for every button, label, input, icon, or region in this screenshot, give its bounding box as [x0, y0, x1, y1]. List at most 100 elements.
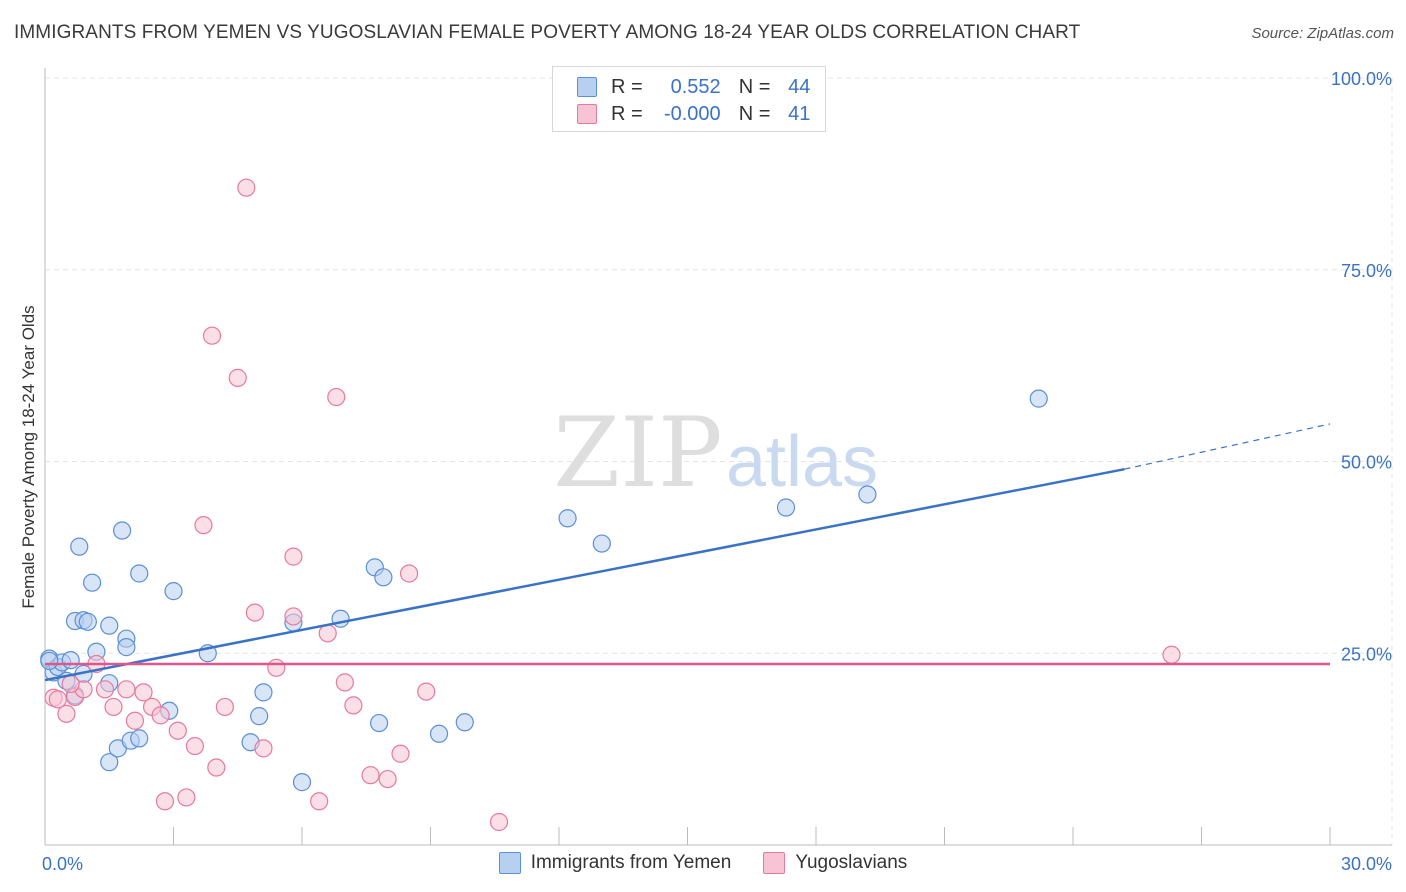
point-yugoslavians-39 — [1162, 645, 1181, 664]
source-label: Source: ZipAtlas.com — [1251, 25, 1394, 42]
legend-label-yugoslavians: Yugoslavians — [795, 852, 908, 873]
watermark: ZIP atlas — [553, 397, 878, 509]
legend-swatch-yugoslavians — [577, 104, 597, 124]
point-yugoslavians-27 — [284, 547, 303, 566]
point-yugoslavians-15 — [177, 788, 196, 807]
legend-r-value: 0.552 — [670, 75, 721, 98]
point-yugoslavians-23 — [245, 603, 264, 622]
point-yemen-34 — [370, 713, 389, 733]
y-axis-label: Female Poverty Among 18-24 Year Olds — [19, 305, 38, 608]
point-yugoslavians-16 — [185, 736, 205, 756]
point-yugoslavians-31 — [335, 673, 354, 692]
y-tick-label-75: 75.0% — [1341, 261, 1392, 281]
point-yugoslavians-29 — [318, 624, 337, 643]
point-yemen-11 — [78, 612, 97, 631]
point-yugoslavians-38 — [489, 812, 509, 832]
point-yugoslavians-7 — [104, 697, 123, 717]
point-yemen-28 — [250, 707, 269, 726]
point-yugoslavians-17 — [194, 516, 213, 535]
series-yemen-points — [40, 389, 1048, 792]
point-yemen-41 — [858, 485, 877, 504]
point-yemen-42 — [1029, 389, 1048, 408]
legend-n-value: 41 — [788, 102, 811, 125]
point-yemen-18 — [112, 521, 132, 540]
point-yugoslavians-28 — [310, 792, 329, 811]
point-yugoslavians-25 — [267, 658, 286, 677]
point-yemen-23 — [130, 729, 149, 748]
point-yemen-5 — [61, 651, 80, 670]
watermark-zip: ZIP — [553, 397, 722, 509]
point-yugoslavians-9 — [125, 711, 145, 730]
legend-n-label: N = — [738, 102, 771, 125]
legend-swatch-yemen — [498, 852, 521, 874]
point-yemen-20 — [117, 638, 136, 657]
correlation-legend: R = 0.552 N = 44 R = -0.000 N = 41 — [552, 66, 826, 132]
point-yugoslavians-33 — [361, 766, 380, 785]
point-yemen-22 — [130, 564, 149, 583]
point-yugoslavians-37 — [417, 682, 436, 701]
point-yugoslavians-34 — [378, 769, 397, 789]
point-yugoslavians-6 — [95, 680, 115, 699]
watermark-atlas: atlas — [726, 422, 878, 502]
point-yugoslavians-36 — [399, 564, 419, 583]
trend-line-yemen-extension — [1124, 423, 1331, 470]
point-yemen-35 — [374, 568, 393, 587]
point-yemen-25 — [164, 582, 183, 601]
tick-labels: 25.0% 50.0% 75.0% 100.0% 0.0% 30.0% — [42, 69, 1392, 874]
legend-row-yugoslavians: R = -0.000 N = 41 — [577, 101, 810, 127]
point-yugoslavians-40 — [61, 674, 80, 694]
trend-lines — [44, 423, 1331, 682]
point-yemen-31 — [292, 773, 312, 792]
point-yugoslavians-24 — [254, 739, 273, 758]
point-yugoslavians-10 — [134, 683, 153, 702]
point-yugoslavians-18 — [202, 326, 222, 345]
point-yemen-37 — [455, 713, 474, 732]
point-yemen-40 — [776, 498, 796, 517]
legend-r-label: R = — [611, 102, 643, 125]
y-tick-label-100: 100.0% — [1331, 69, 1392, 89]
point-yugoslavians-35 — [391, 744, 410, 763]
series-yugoslavians-points — [44, 178, 1181, 832]
point-yemen-8 — [70, 537, 89, 556]
legend-n-value: 44 — [788, 75, 811, 98]
legend-label-yemen: Immigrants from Yemen — [530, 852, 732, 873]
point-yugoslavians-12 — [151, 706, 170, 725]
point-yugoslavians-20 — [215, 697, 234, 717]
legend-item-yemen[interactable]: Immigrants from Yemen — [498, 852, 732, 874]
legend-item-yugoslavians[interactable]: Yugoslavians — [763, 852, 907, 874]
point-yugoslavians-14 — [168, 721, 187, 740]
point-yugoslavians-13 — [155, 792, 175, 811]
point-yugoslavians-21 — [228, 368, 247, 387]
x-tick-label-min: 0.0% — [42, 854, 83, 874]
x-tick-label-max: 30.0% — [1341, 854, 1392, 874]
y-tick-label-25: 25.0% — [1341, 644, 1392, 664]
point-yemen-12 — [83, 573, 102, 592]
trend-line-yemen — [44, 467, 1125, 682]
series-legend: Immigrants from Yemen Yugoslavians — [0, 852, 1406, 874]
point-yugoslavians-2 — [57, 704, 76, 723]
axes — [44, 68, 1392, 846]
legend-swatch-yugoslavians — [763, 852, 786, 874]
legend-r-label: R = — [611, 75, 643, 98]
grid — [45, 77, 1393, 845]
legend-swatch-yemen — [577, 77, 597, 97]
point-yugoslavians-19 — [207, 758, 226, 777]
point-yemen-38 — [558, 509, 577, 528]
legend-n-label: N = — [738, 75, 771, 98]
point-yugoslavians-32 — [344, 696, 363, 715]
chart-title: IMMIGRANTS FROM YEMEN VS YUGOSLAVIAN FEM… — [14, 22, 1081, 43]
point-yugoslavians-8 — [117, 680, 136, 699]
point-yugoslavians-26 — [284, 607, 303, 626]
point-yemen-14 — [100, 616, 119, 635]
y-tick-label-50: 50.0% — [1341, 453, 1392, 473]
legend-row-yemen: R = 0.552 N = 44 — [577, 74, 810, 100]
point-yemen-39 — [592, 534, 611, 553]
point-yemen-43 — [40, 651, 59, 671]
point-yemen-16 — [100, 753, 119, 772]
legend-r-value: -0.000 — [663, 102, 721, 125]
point-yemen-29 — [254, 683, 273, 702]
point-yemen-36 — [429, 724, 449, 743]
point-yugoslavians-30 — [327, 387, 346, 407]
point-yugoslavians-22 — [237, 178, 256, 197]
